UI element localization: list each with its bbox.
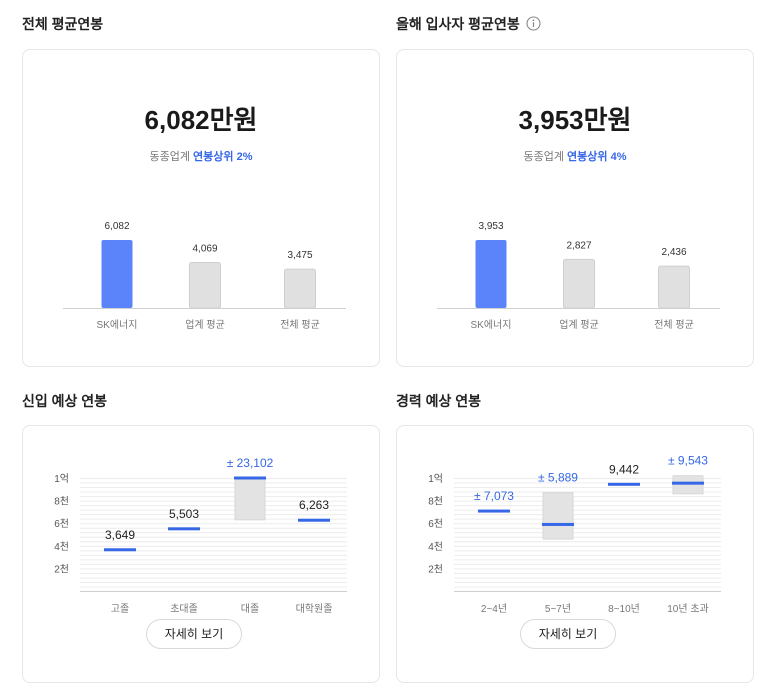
salary-marker [542, 522, 574, 526]
marker-value-label: ± 7,073 [474, 489, 514, 503]
new-hire-avg-rank-line: 동종업계 연봉상위 4% [397, 148, 753, 164]
section-title-career-expected: 경력 예상 연봉 [396, 393, 482, 409]
new-hire-avg-salary-card: 3,953만원 동종업계 연봉상위 4% 3,953 SK에너지 2,827 업계 평… [396, 49, 754, 367]
bar [189, 262, 221, 309]
x-axis-label: 전체 평균 [280, 319, 320, 331]
y-tick-label: 1억 [428, 473, 443, 485]
x-axis-label: SK에너지 [471, 319, 512, 331]
total-avg-bar-chart: 6,082 SK에너지 4,069 업계 평균 3,475 전체 평균 [63, 221, 346, 331]
bar-value-label: 6,082 [104, 221, 129, 232]
bar-value-label: 2,436 [661, 247, 686, 258]
y-tick-label: 8천 [428, 496, 443, 508]
marker-value-label: 6,263 [299, 498, 329, 512]
x-axis-label: 고졸 [111, 603, 129, 615]
total-avg-salary-value: 6,082만원 [144, 105, 258, 135]
rank-percentile: 연봉상위 2% [193, 151, 253, 163]
y-tick-label: 4천 [428, 541, 443, 553]
bar [475, 240, 507, 308]
salary-marker [234, 476, 266, 480]
x-axis-label: 5~7년 [545, 603, 571, 615]
x-axis-label: 10년 초과 [667, 603, 709, 615]
salary-marker [608, 482, 640, 486]
bar [101, 240, 133, 308]
y-tick-label: 1억 [54, 473, 69, 485]
marker-value-label: 9,442 [609, 462, 639, 476]
entry-expected-salary-card: 1억 8천 6천 4천 2천 3,649 고졸 5,503 초대졸 ± 23,102 대졸 6,263… [22, 425, 380, 683]
bar [563, 258, 595, 309]
x-axis-label: 초대졸 [170, 603, 198, 615]
info-icon[interactable] [526, 16, 541, 34]
y-tick-label: 2천 [428, 563, 443, 575]
marker-value-label: ± 23,102 [227, 456, 274, 470]
y-tick-label: 6천 [54, 518, 69, 530]
y-tick-label: 6천 [428, 518, 443, 530]
rank-prefix: 동종업계 [523, 151, 564, 163]
x-axis-label: 대졸 [241, 603, 259, 615]
total-avg-rank-line: 동종업계 연봉상위 2% [23, 148, 379, 164]
section-title-new-hire-avg-text: 올해 입사자 평균연봉 [396, 16, 520, 32]
x-axis-label: 업계 평균 [559, 318, 599, 331]
x-axis-label: 2~4년 [481, 603, 507, 615]
rank-prefix: 동종업계 [149, 151, 190, 163]
bar-value-label: 3,953 [478, 221, 503, 232]
range-band [542, 492, 574, 540]
y-tick-label: 4천 [54, 541, 69, 553]
career-expected-salary-card: 1억 8천 6천 4천 2천 ± 7,073 2~4년 ± 5,889 5~7년 9,442 8~1… [396, 425, 754, 683]
x-axis-label: 8~10년 [608, 603, 640, 615]
marker-value-label: ± 5,889 [538, 471, 578, 485]
career-detail-button[interactable]: 자세히 보기 [520, 619, 616, 649]
marker-value-label: ± 9,543 [668, 454, 708, 468]
x-axis-label: 업계 평균 [185, 318, 225, 331]
new-hire-avg-salary-value: 3,953만원 [518, 105, 632, 135]
salary-marker [298, 518, 330, 522]
entry-detail-button[interactable]: 자세히 보기 [146, 619, 242, 649]
y-tick-label: 2천 [54, 563, 69, 575]
y-tick-label: 8천 [54, 496, 69, 508]
total-avg-salary-card: 6,082만원 동종업계 연봉상위 2% 6,082 SK에너지 4,069 업계 평… [22, 49, 380, 367]
section-title-total-avg: 전체 평균연봉 [22, 16, 104, 32]
range-band [672, 475, 704, 495]
section-title-entry-expected: 신입 예상 연봉 [22, 393, 108, 409]
salary-marker [672, 481, 704, 485]
salary-marker [104, 548, 136, 552]
bar-value-label: 2,827 [566, 240, 591, 251]
x-axis-label: 대학원졸 [296, 603, 333, 615]
career-expected-range-chart: 1억 8천 6천 4천 2천 ± 7,073 2~4년 ± 5,889 5~7년 9,442 8~1… [428, 454, 721, 615]
x-axis-label: 전체 평균 [654, 319, 694, 331]
bar [658, 265, 690, 309]
bar-value-label: 3,475 [287, 250, 312, 261]
range-band [234, 477, 266, 521]
salary-marker [478, 509, 510, 513]
new-hire-avg-bar-chart: 3,953 SK에너지 2,827 업계 평균 2,436 전체 평균 [437, 221, 720, 331]
salary-marker [168, 527, 200, 531]
entry-expected-range-chart: 1억 8천 6천 4천 2천 3,649 고졸 5,503 초대졸 ± 23,102 대졸 6,263… [54, 456, 347, 615]
bar-value-label: 4,069 [192, 244, 217, 255]
marker-value-label: 3,649 [105, 528, 135, 542]
x-axis-label: SK에너지 [97, 319, 138, 331]
marker-value-label: 5,503 [169, 507, 199, 521]
rank-percentile: 연봉상위 4% [567, 151, 627, 163]
bar [284, 268, 316, 309]
section-title-new-hire-avg: 올해 입사자 평균연봉 [396, 14, 541, 34]
